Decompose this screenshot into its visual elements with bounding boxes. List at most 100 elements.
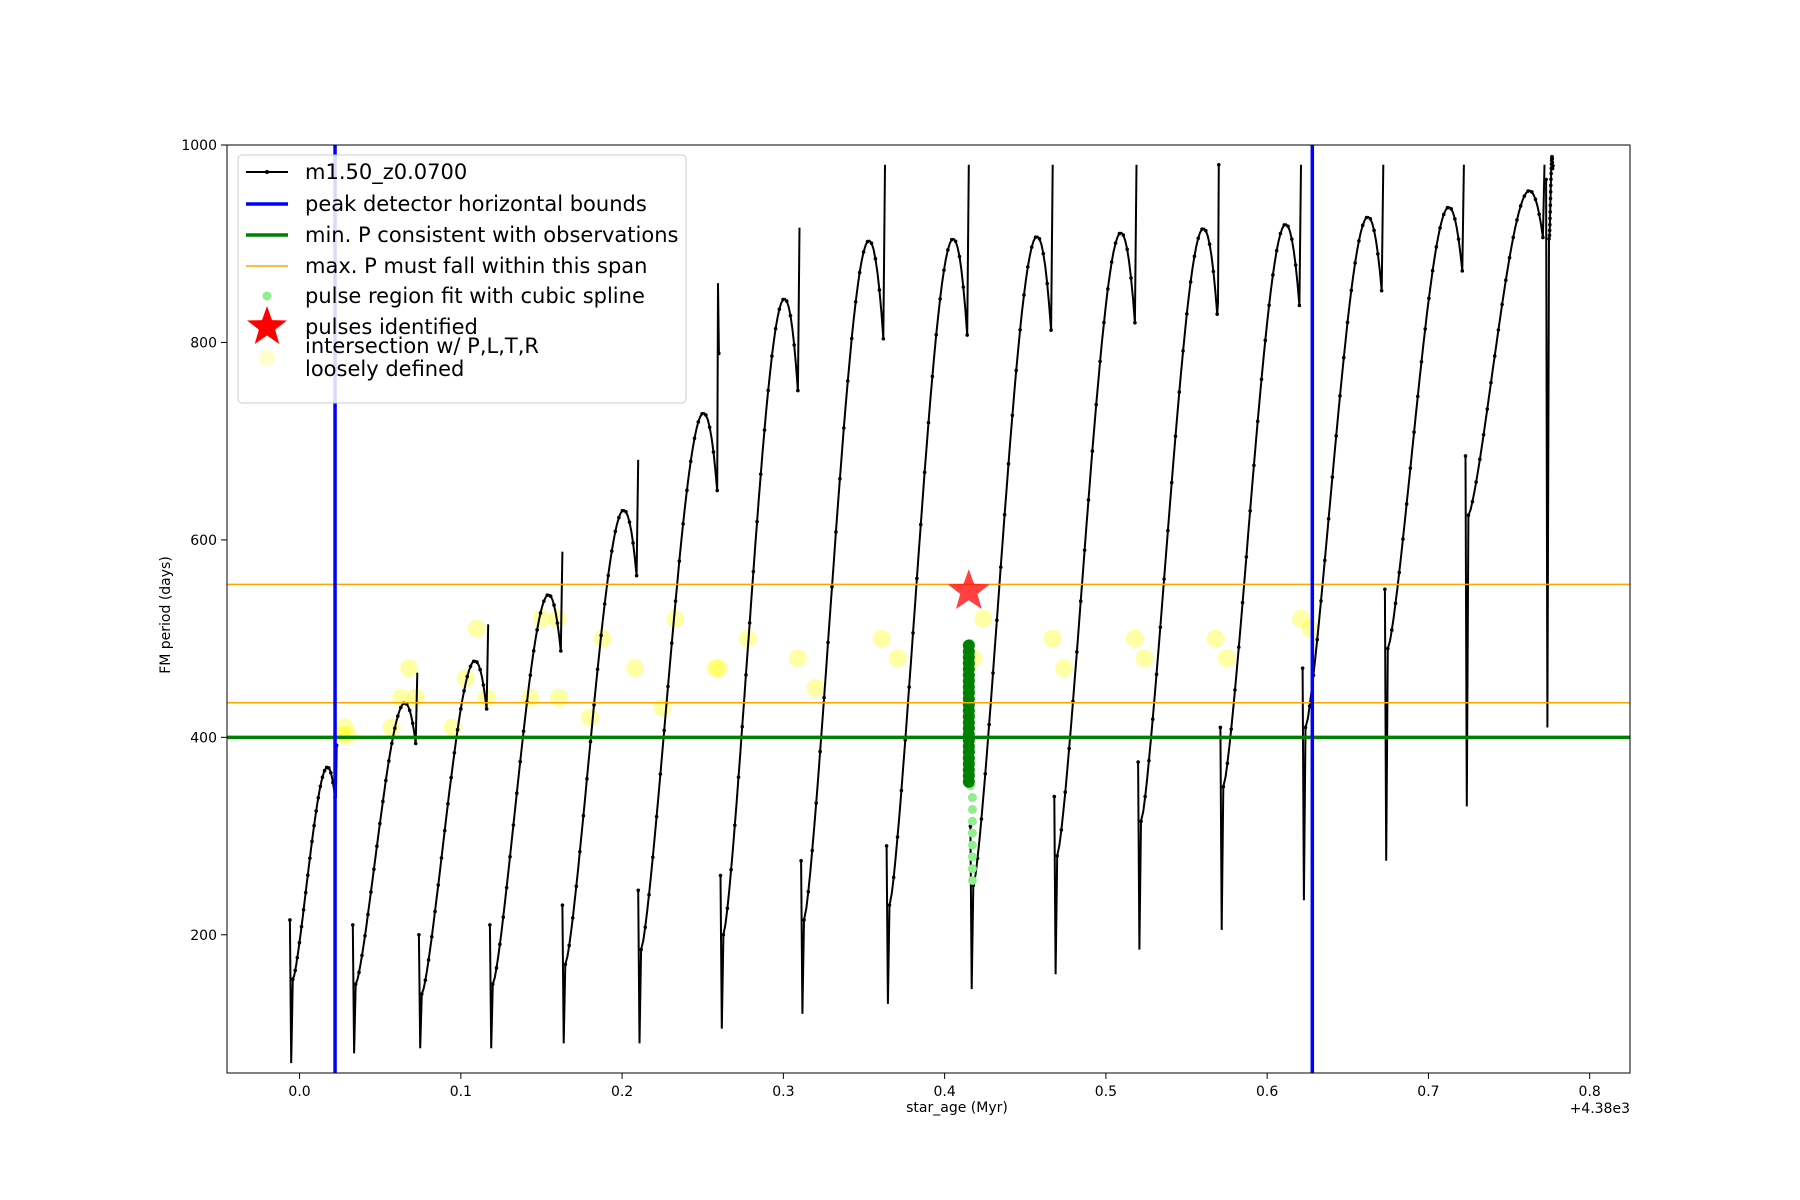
series-point: [1441, 212, 1446, 217]
series-point: [1274, 248, 1279, 253]
series-point: [946, 248, 950, 252]
series-point: [861, 250, 866, 254]
series-point: [930, 374, 935, 379]
series-point: [426, 958, 431, 962]
series-point: [1385, 646, 1390, 651]
series-point: [301, 908, 306, 912]
series-point: [381, 799, 385, 804]
series-point: [574, 884, 579, 889]
intersection-point: [400, 659, 419, 678]
series-point: [293, 968, 298, 973]
intersection-point: [625, 659, 644, 678]
spline-region-point: [967, 864, 977, 874]
series-point: [942, 268, 946, 272]
series-point: [484, 707, 489, 711]
series-point: [1055, 854, 1059, 858]
series-point: [420, 992, 424, 996]
series-point: [449, 775, 453, 780]
series-point: [1548, 203, 1553, 207]
series-point: [559, 649, 563, 653]
series-point: [1550, 160, 1555, 165]
series-point: [1018, 328, 1022, 332]
series-point: [303, 890, 308, 895]
series-point: [692, 436, 697, 441]
series-point: [1423, 327, 1427, 331]
series-point: [1143, 794, 1147, 799]
series-point: [1549, 183, 1553, 188]
series-point: [1129, 276, 1133, 280]
series-point: [1211, 269, 1216, 274]
series-point: [1549, 171, 1553, 176]
intersection-point: [382, 718, 401, 737]
intersection-point: [1135, 649, 1154, 668]
series-point: [545, 593, 550, 598]
series-point: [1415, 394, 1420, 399]
series-point: [658, 772, 663, 776]
series-point: [1181, 349, 1185, 353]
series-point: [1349, 288, 1354, 293]
series-point: [384, 778, 388, 783]
series-point: [1282, 223, 1287, 227]
spline-region-point: [967, 816, 977, 826]
series-point: [736, 775, 741, 779]
series-point: [494, 966, 499, 970]
axes: 0.0 0.1 0.2 0.3 0.4 0.5 0.6 0.7 0.8 200 400 600 800 1…: [181, 138, 1631, 1100]
spline-region-point: [967, 793, 977, 803]
series-point: [1244, 555, 1249, 559]
series-point: [1390, 628, 1394, 632]
series-point: [1102, 320, 1106, 325]
series-point: [884, 844, 889, 848]
series-point: [777, 307, 782, 312]
intersection-point: [788, 649, 807, 668]
series-point: [806, 889, 811, 894]
series-point: [305, 873, 310, 878]
series-point: [1255, 419, 1260, 424]
series-point: [922, 470, 927, 475]
series-point: [535, 628, 539, 632]
series-point: [1434, 245, 1439, 249]
series-point: [634, 573, 639, 578]
series-point: [744, 673, 748, 677]
series-point: [452, 750, 457, 755]
series-point: [1326, 517, 1331, 521]
series-point: [799, 858, 803, 863]
series-point: [1109, 260, 1114, 264]
series-point: [949, 237, 954, 242]
series-point: [1547, 236, 1551, 241]
series-point: [538, 611, 543, 615]
series-point: [1121, 233, 1126, 237]
series-point: [810, 848, 815, 853]
series-point: [1481, 432, 1486, 437]
series-point: [1173, 434, 1178, 439]
legend-label: peak detector horizontal bounds: [305, 192, 647, 216]
legend-label: intersection w/ P,L,T,R: [305, 334, 539, 358]
series-point: [390, 741, 394, 746]
series-point: [366, 912, 370, 917]
series-point: [1200, 227, 1204, 232]
series-point: [881, 336, 886, 341]
series-point: [1548, 196, 1553, 201]
series-point: [926, 420, 931, 425]
series-point: [1136, 760, 1140, 764]
series-point: [413, 741, 418, 746]
series-point: [1360, 223, 1365, 228]
series-point: [353, 982, 358, 986]
series-point: [631, 541, 635, 545]
series-point: [1419, 360, 1424, 364]
legend-label: max. P must fall within this span: [305, 254, 647, 278]
series-point: [581, 813, 586, 818]
series-point: [766, 388, 771, 393]
series-point: [654, 814, 659, 819]
intersection-point: [706, 659, 725, 678]
series-point: [1139, 819, 1143, 824]
intersection-point: [709, 659, 728, 678]
intersection-point: [806, 678, 825, 697]
series-point: [548, 594, 553, 598]
series-point: [1026, 265, 1030, 269]
series-point: [718, 873, 723, 878]
series-point: [1445, 205, 1450, 210]
series-point: [983, 771, 988, 776]
series-point: [1263, 338, 1268, 343]
series-point: [814, 801, 818, 805]
series-point: [322, 768, 327, 773]
